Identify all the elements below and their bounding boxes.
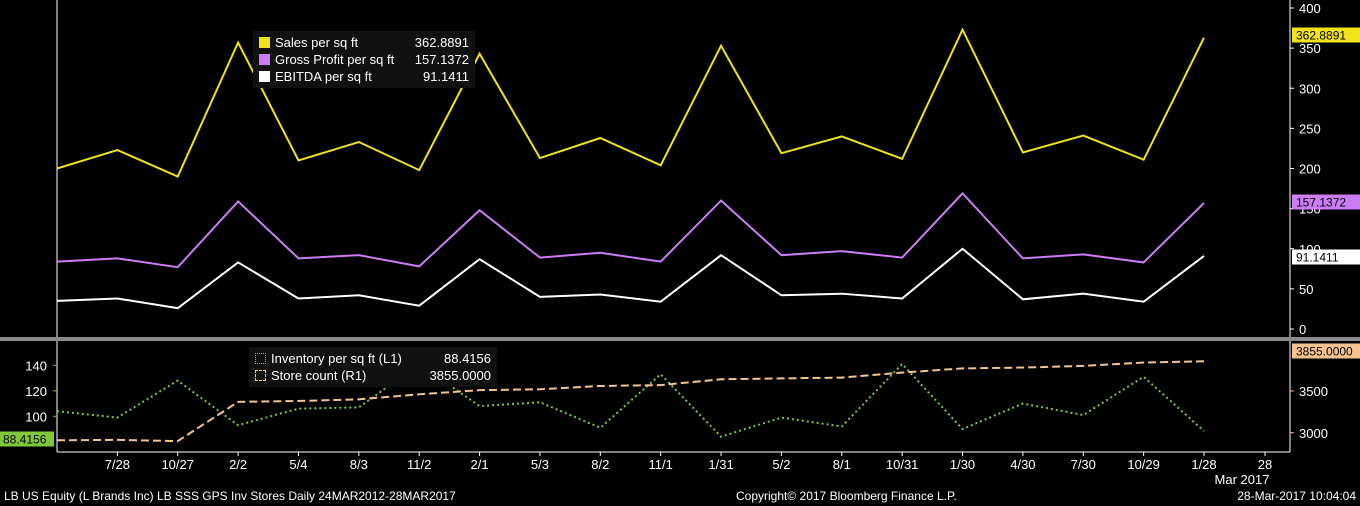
x-tick-label: 7/28 (105, 457, 130, 472)
x-tick-label: 5/4 (289, 457, 307, 472)
upper-y-tick-label: 400 (1299, 1, 1321, 16)
x-tick-label: 1/31 (708, 457, 733, 472)
x-axis-year-label: Mar 2017 (1215, 472, 1270, 487)
footer-security-description: LB US Equity (L Brands Inc) LB SSS GPS I… (4, 489, 456, 503)
lower-left-tick-label: 120 (25, 384, 47, 399)
legend-entry: Gross Profit per sq ft 157.1372 (259, 51, 469, 68)
ebitda-last-value-tag: 91.1411 (1292, 249, 1360, 265)
x-tick-label: 7/30 (1071, 457, 1096, 472)
lower-left-tick-label: 100 (25, 409, 47, 424)
legend-swatch (259, 37, 270, 48)
sales-per-sq-ft-line (56, 27, 1205, 178)
x-tick-label: 8/1 (833, 457, 851, 472)
x-tick-label: 8/3 (350, 457, 368, 472)
x-tick-label: 2/2 (229, 457, 247, 472)
legend-series-value: 3855.0000 (429, 368, 491, 383)
x-tick-label: 11/2 (407, 457, 431, 472)
legend-series-name: EBITDA per sq ft (275, 69, 372, 84)
sales-last-value-tag-bg (1292, 27, 1360, 43)
legend-entry: Store count (R1) 3855.0000 (255, 367, 491, 384)
upper-y-tick-label: 250 (1299, 121, 1321, 136)
legend-swatch (255, 353, 266, 364)
legend-entry: EBITDA per sq ft 91.1411 (259, 68, 469, 85)
footer-timestamp: 28-Mar-2017 10:04:04 (1237, 489, 1356, 503)
store-count-last-value-tag: 3855.0000 (1292, 343, 1360, 359)
store-count-last-value-tag-text: 3855.0000 (1296, 345, 1353, 359)
lower-left-tick-label: 140 (25, 358, 47, 373)
store-count-last-value-tag-bg (1292, 343, 1360, 359)
legend-series-name: Inventory per sq ft (L1) (271, 351, 402, 366)
x-tick-label: 1/28 (1191, 457, 1216, 472)
x-tick-label: 5/2 (772, 457, 790, 472)
x-tick-label: 4/30 (1010, 457, 1035, 472)
legend-series-name: Sales per sq ft (275, 35, 359, 50)
x-tick-label: 11/1 (649, 457, 673, 472)
legend-series-value: 88.4156 (444, 351, 491, 366)
upper-y-tick-label: 200 (1299, 162, 1321, 177)
gross-profit-last-value-tag-text: 157.1372 (1296, 196, 1346, 210)
panel-divider (0, 337, 1360, 341)
gross-profit-last-value-tag-bg (1292, 194, 1360, 210)
lower-right-tick-label: 3500 (1299, 384, 1328, 399)
x-tick-label: 1/30 (950, 457, 975, 472)
x-tick-label: 28 (1258, 457, 1272, 472)
legend-swatch (259, 71, 270, 82)
gross-profit-per-sq-ft-line (56, 191, 1205, 269)
ebitda-last-value-tag-bg (1292, 249, 1360, 265)
ebitda-per-sq-ft-line (56, 247, 1205, 310)
lower-legend: Inventory per sq ft (L1) 88.4156 Store cou… (249, 347, 497, 387)
x-tick-label: 2/1 (471, 457, 489, 472)
upper-y-tick-label: 300 (1299, 81, 1321, 96)
ebitda-last-value-tag-text: 91.1411 (1296, 251, 1339, 265)
legend-entry: Inventory per sq ft (L1) 88.4156 (255, 350, 491, 367)
upper-y-tick-label: 50 (1299, 282, 1313, 297)
inventory-last-value-tag-text: 88.4156 (3, 433, 47, 447)
legend-swatch (255, 370, 266, 381)
upper-legend: Sales per sq ft 362.8891 Gross Profit per … (253, 31, 475, 88)
x-tick-label: 10/29 (1127, 457, 1160, 472)
upper-y-tick-label: 350 (1299, 41, 1321, 56)
legend-series-value: 157.1372 (414, 52, 469, 67)
legend-series-value: 91.1411 (422, 69, 469, 84)
store-count-line (56, 360, 1205, 443)
legend-entry: Sales per sq ft 362.8891 (259, 34, 469, 51)
x-tick-label: 10/27 (161, 457, 194, 472)
x-tick-label: 5/3 (531, 457, 549, 472)
inventory-last-value-tag: 88.4156 (0, 431, 54, 447)
legend-series-name: Gross Profit per sq ft (275, 52, 395, 67)
sales-last-value-tag-text: 362.8891 (1296, 29, 1346, 43)
sales-last-value-tag: 362.8891 (1292, 27, 1360, 43)
footer-copyright: Copyright© 2017 Bloomberg Finance L.P. (736, 489, 957, 503)
gross-profit-last-value-tag: 157.1372 (1292, 194, 1360, 210)
x-tick-label: 10/31 (886, 457, 919, 472)
lower-right-tick-label: 3000 (1299, 426, 1328, 441)
legend-series-value: 362.8891 (414, 35, 469, 50)
x-tick-label: 8/2 (591, 457, 609, 472)
inventory-per-sq-ft-line (56, 362, 1205, 438)
legend-series-name: Store count (R1) (271, 368, 367, 383)
inventory-last-value-tag-bg (0, 431, 54, 447)
legend-swatch (259, 54, 270, 65)
upper-y-tick-label: 0 (1299, 322, 1306, 337)
